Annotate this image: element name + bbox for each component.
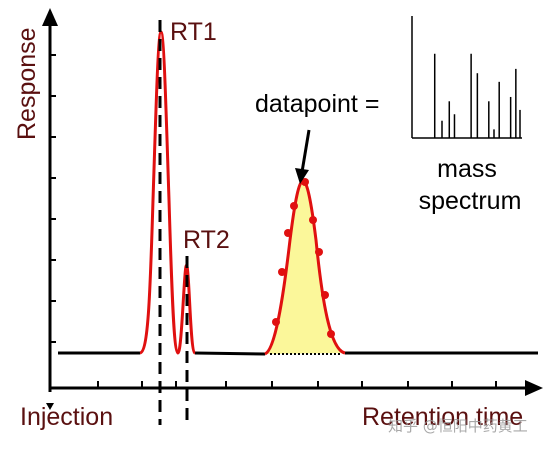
datapoint-marker [309, 216, 317, 224]
datapoint-marker [327, 330, 335, 338]
datapoint-marker [278, 268, 286, 276]
datapoint-marker [301, 178, 309, 186]
x-axis-label: Retention time [362, 403, 523, 431]
rt2-label: RT2 [183, 226, 230, 254]
x-axis-arrowhead [525, 380, 543, 396]
datapoint-marker [315, 248, 323, 256]
x-axis-start-label: Injection [20, 403, 113, 431]
datapoint-marker [321, 291, 329, 299]
rt1-label: RT1 [170, 18, 217, 46]
baseline-middle [194, 351, 266, 356]
datapoint-pointer-arrow [300, 129, 311, 173]
datapoint-marker [272, 318, 280, 326]
x-axis-ticks [97, 381, 497, 388]
datapoint-markers [272, 178, 335, 338]
y-axis-label: Response [13, 27, 41, 140]
watermark: 知乎 @恒阳中药黄工 [388, 417, 528, 435]
spectrum-label: spectrum [419, 187, 522, 215]
y-axis-arrowhead [42, 8, 58, 26]
y-axis-ticks [50, 54, 56, 343]
datapoint-marker [290, 202, 298, 210]
x-axis-left-arrowhead [46, 403, 54, 410]
datapoint-marker [284, 229, 292, 237]
mass-label: mass [437, 155, 497, 183]
datapoint-label: datapoint = [255, 90, 379, 118]
datapoint-pointer-arrowhead [295, 168, 309, 184]
mass-spectrum-inset [411, 16, 522, 139]
